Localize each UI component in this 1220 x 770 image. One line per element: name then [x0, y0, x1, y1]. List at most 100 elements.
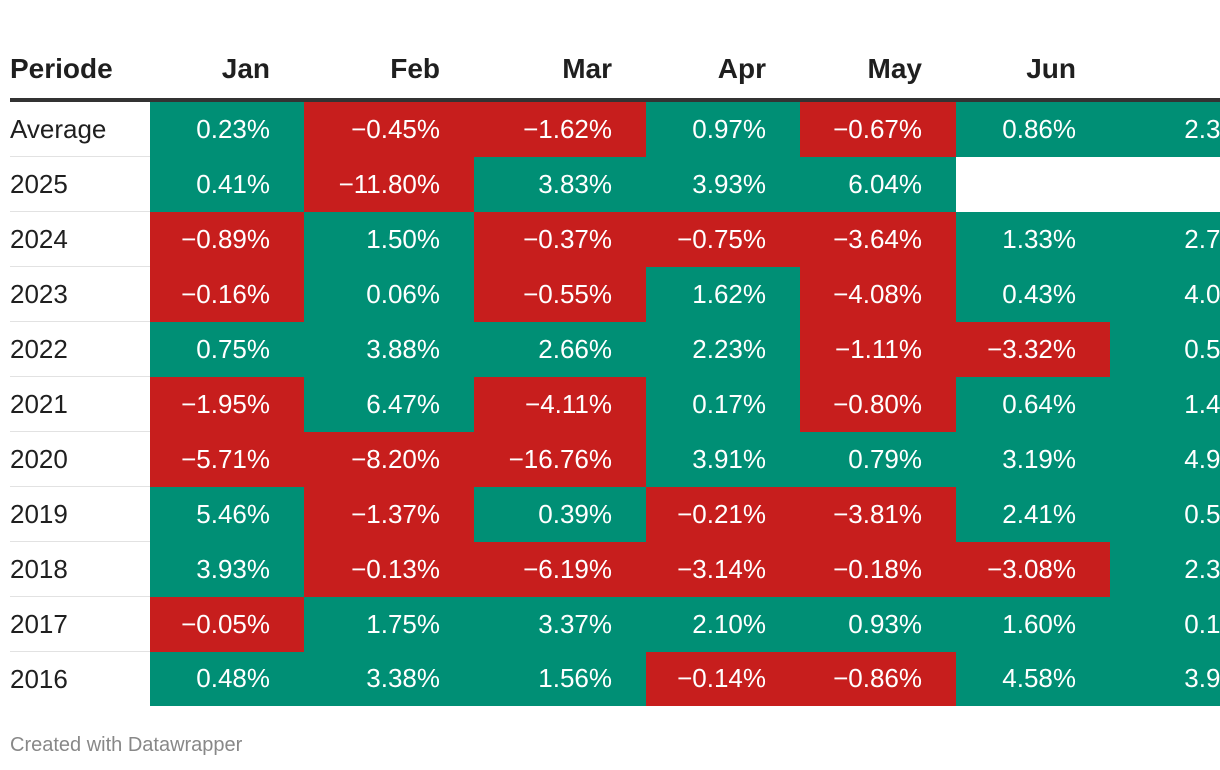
row-label: 2024 [10, 211, 150, 267]
heat-cell-apr: 2.10% [646, 596, 800, 652]
heat-cell-may: 0.93% [800, 596, 956, 652]
heat-cell-may: 6.04% [800, 156, 956, 212]
table-row-2021: 2021 −1.95% 6.47% −4.11% 0.17% −0.80% 0.64% 1.4… [10, 376, 1220, 432]
heat-cell-feb: 3.88% [304, 321, 474, 377]
heat-cell-feb: −11.80% [304, 156, 474, 212]
heat-cell-apr: 3.93% [646, 156, 800, 212]
heat-cell-may: −3.64% [800, 211, 956, 267]
table-row-2022: 20220.75%3.88%2.66%2.23%−1.11%−3.32%0.57… [10, 321, 1220, 377]
column-header-jun: Jun [956, 40, 1110, 102]
heat-cell-apr: −0.75% [646, 211, 800, 267]
heat-cell-jun: 0.86% [956, 100, 1110, 157]
heat-cell-jan: 3.93% [150, 541, 304, 597]
heat-cell-jun: 0.64% [956, 376, 1110, 432]
table-row-2023: 2023 −0.16% 0.06% −0.55% 1.62% −4.08% 0.43% 4.0… [10, 266, 1220, 322]
header-row: PeriodeJanFebMarAprMayJunJu [10, 40, 1220, 102]
heat-cell-ju [1110, 156, 1220, 212]
table-row-2024: 2024 −0.89% 1.50% −0.37% −0.75% −3.64% 1.33% 2.… [10, 211, 1220, 267]
heat-cell-mar: 3.37% [474, 596, 646, 652]
table-row-2019: 2019 5.46% −1.37% 0.39% −0.21% −3.81% 2.41% 0.5… [10, 486, 1220, 542]
row-label: 2016 [10, 663, 68, 694]
heat-cell-may: −0.80% [800, 376, 956, 432]
table-row-2018: 2018 3.93% −0.13% −6.19% −3.14% −0.18% −3.08% 2… [10, 541, 1220, 597]
heat-cell-ju: 2.37% [1110, 541, 1220, 597]
heat-cell-may: −3.81% [800, 486, 956, 542]
heat-cell-jan: 0.75% [150, 321, 304, 377]
heat-cell-apr: −0.21% [646, 486, 800, 542]
heat-cell-may: 0.79% [800, 431, 956, 487]
heat-cell-mar: −1.62% [474, 100, 646, 157]
heat-cell-may: −0.67% [800, 100, 956, 157]
heat-cell-jun: 0.43% [956, 266, 1110, 322]
heat-cell-mar: 2.66% [474, 321, 646, 377]
heat-cell-jun: −3.32% [956, 321, 1110, 377]
row-label: 2017 [10, 596, 150, 652]
heat-cell-ju: 0.19% [1110, 596, 1220, 652]
heat-cell-jun: −3.08% [956, 541, 1110, 597]
column-header-ju: Ju [1110, 40, 1220, 102]
row-label: 2023 [10, 266, 150, 322]
table-row-2025: 2025 0.41% −11.80% 3.83% 3.93% 6.04% [10, 156, 1220, 212]
heat-cell-feb: 6.47% [304, 376, 474, 432]
table-row-2016: 2016 0.48%3.38%1.56%−0.14%−0.86%4.58%3.97… [10, 651, 1220, 706]
column-header-feb: Feb [304, 40, 474, 102]
heat-cell-jan: −0.16% [150, 266, 304, 322]
heat-cell-ju: 3.97% [1110, 651, 1220, 706]
heat-cell-jan: 0.41% [150, 156, 304, 212]
heat-cell-mar: 3.83% [474, 156, 646, 212]
heat-cell-apr: 0.17% [646, 376, 800, 432]
heat-cell-mar: 1.56% [474, 651, 646, 706]
table-body: Average 0.23% −0.45% −1.62% 0.97% −0.67% 0.86%… [10, 100, 1220, 706]
heat-cell-jun: 4.58% [956, 651, 1110, 706]
heat-cell-ju: 2.72% [1110, 211, 1220, 267]
heat-cell-jan: 0.48% [150, 651, 304, 706]
heat-cell-feb: 3.38% [304, 651, 474, 706]
monthly-returns-table: PeriodeJanFebMarAprMayJunJu Average0.23%… [10, 40, 1220, 706]
row-label: 2019 [10, 486, 150, 542]
heat-cell-jun: 1.33% [956, 211, 1110, 267]
heat-cell-apr: −3.14% [646, 541, 800, 597]
heat-cell-feb: −0.45% [304, 100, 474, 157]
heat-cell-jan: −5.71% [150, 431, 304, 487]
heat-cell-apr: 3.91% [646, 431, 800, 487]
heat-cell-jan: 0.23% [150, 100, 304, 157]
heat-cell-feb: −1.37% [304, 486, 474, 542]
row-label: 2021 [10, 376, 150, 432]
heat-cell-ju: 2.31% [1110, 100, 1220, 157]
heat-cell-may: −1.11% [800, 321, 956, 377]
heat-cell-ju: 4.98% [1110, 431, 1220, 487]
heat-cell-mar: 0.39% [474, 486, 646, 542]
heat-cell-mar: −6.19% [474, 541, 646, 597]
heat-cell-may: −0.18% [800, 541, 956, 597]
heat-cell-ju: 4.05% [1110, 266, 1220, 322]
table-row-2017: 2017−0.05%1.75%3.37%2.10%0.93%1.60%0.19% [10, 596, 1220, 652]
heat-cell-feb: 1.75% [304, 596, 474, 652]
heat-cell-jan: −1.95% [150, 376, 304, 432]
heat-cell-apr: 0.97% [646, 100, 800, 157]
heat-cell-may: −0.86% [800, 651, 956, 706]
heat-cell-feb: 1.50% [304, 211, 474, 267]
heat-cell-ju: 0.50% [1110, 486, 1220, 542]
heat-cell-jan: 5.46% [150, 486, 304, 542]
heat-cell-mar: −0.55% [474, 266, 646, 322]
table-row-average: Average 0.23% −0.45% −1.62% 0.97% −0.67% 0.86%… [10, 100, 1220, 157]
column-header-may: May [800, 40, 956, 102]
heat-cell-mar: −0.37% [474, 211, 646, 267]
column-header-apr: Apr [646, 40, 800, 102]
heat-cell-ju: 0.57% [1110, 321, 1220, 377]
heat-cell-apr: 2.23% [646, 321, 800, 377]
heat-cell-jun: 2.41% [956, 486, 1110, 542]
heat-cell-may: −4.08% [800, 266, 956, 322]
row-label: 2022 [10, 321, 150, 377]
heat-cell-jun: 3.19% [956, 431, 1110, 487]
heat-cell-apr: −0.14% [646, 651, 800, 706]
heat-cell-feb: −0.13% [304, 541, 474, 597]
row-label: 2020 [10, 431, 150, 487]
heat-cell-jan: −0.05% [150, 596, 304, 652]
row-label: 2018 [10, 541, 150, 597]
heat-cell-mar: −16.76% [474, 431, 646, 487]
heat-cell-jun [956, 156, 1110, 212]
heat-cell-apr: 1.62% [646, 266, 800, 322]
column-header-jan: Jan [150, 40, 304, 102]
